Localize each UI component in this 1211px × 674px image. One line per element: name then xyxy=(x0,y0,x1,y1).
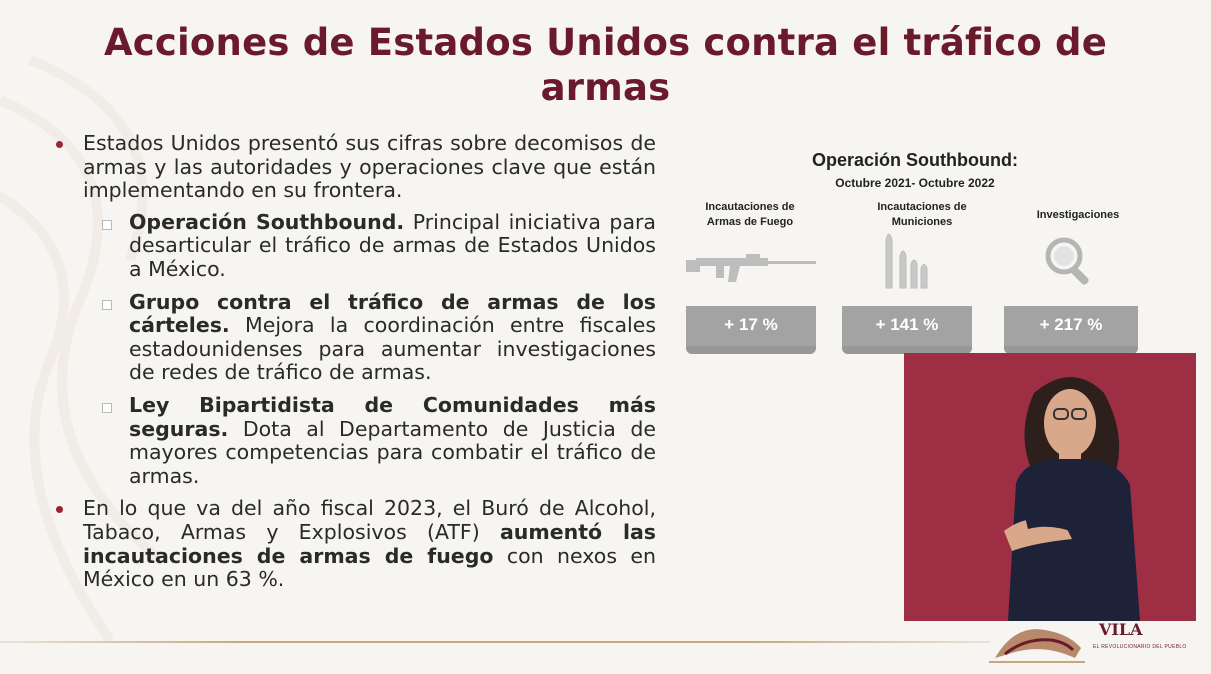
bullet-text: Estados Unidos presentó sus cifras sobre… xyxy=(83,131,656,203)
footer-divider xyxy=(0,641,990,643)
sub-item-bold: Operación Southbound. xyxy=(129,209,405,234)
slide-body: Estados Unidos presentó sus cifras sobre… xyxy=(56,131,656,592)
column-label-investigations: Investigaciones xyxy=(1036,209,1120,221)
background-eagle-watermark xyxy=(0,55,164,643)
bullet-text-end: con nexos en México en un 63 %. xyxy=(83,543,657,592)
sub-item-bold: Grupo contra el tráfico de armas de los … xyxy=(129,289,656,338)
sub-bullet-box xyxy=(102,299,112,310)
bullet-bold: aumentó las incautaciones de armas de fu… xyxy=(83,519,657,568)
sign-language-interpreter-video xyxy=(904,353,1196,621)
ammunition-icon xyxy=(885,233,928,289)
sub-bullet-box xyxy=(102,219,112,230)
column-label-ammunition: Incautaciones de Municiones xyxy=(877,201,967,228)
sub-item-text: Dota al Departamento de Justicia de mayo… xyxy=(129,416,656,488)
southbound-infographic: Operación Southbound: Octubre 2021- Octu… xyxy=(680,148,1150,368)
stat-ammunition: + 141 % xyxy=(842,306,972,354)
sub-item-text: Mejora la coordinación entre fiscales es… xyxy=(129,313,656,385)
sub-item-ley-bipartidista: Ley Bipartidista de Comunidades más segu… xyxy=(56,392,656,488)
bullet-item: Estados Unidos presentó sus cifras sobre… xyxy=(56,131,656,203)
interpreter-figure xyxy=(904,353,1196,621)
infographic-subtitle: Octubre 2021- Octubre 2022 xyxy=(835,176,995,190)
bullet-dot xyxy=(56,506,63,514)
sub-item-grupo-trafico: Grupo contra el tráfico de armas de los … xyxy=(56,289,656,385)
sub-item-bold: Ley Bipartidista de Comunidades más segu… xyxy=(129,392,656,441)
title-line-2: armas xyxy=(540,66,671,109)
rifle-icon xyxy=(686,254,816,282)
bullet-item: En lo que va del año fiscal 2023, el Bur… xyxy=(56,497,656,591)
sub-item-operacion-southbound: Operación Southbound. Principal iniciati… xyxy=(56,209,656,282)
column-label-firearms: Incautaciones de Armas de Fuego xyxy=(705,201,795,228)
slide-title: Acciones de Estados Unidos contra el trá… xyxy=(0,20,1211,110)
sub-item-text: Principal iniciativa para desarticular e… xyxy=(129,209,656,281)
sub-bullet-box xyxy=(102,402,112,413)
logo-text: VILA xyxy=(1099,620,1143,639)
logo-subtext: EL REVOLUCIONARIO DEL PUEBLO xyxy=(1093,644,1187,650)
stat-investigations: + 217 % xyxy=(1004,306,1138,354)
bullet-text: En lo que va del año fiscal 2023, el Bur… xyxy=(83,496,656,544)
title-line-1: Acciones de Estados Unidos contra el trá… xyxy=(103,21,1108,64)
stat-firearms: + 17 % xyxy=(686,306,816,354)
infographic-title: Operación Southbound: xyxy=(812,150,1018,170)
logo-emblem-icon xyxy=(989,629,1085,663)
bullet-dot xyxy=(56,141,63,148)
magnifier-icon xyxy=(1045,237,1089,285)
government-logo: VILA EL REVOLUCIONARIO DEL PUEBLO xyxy=(985,618,1195,674)
